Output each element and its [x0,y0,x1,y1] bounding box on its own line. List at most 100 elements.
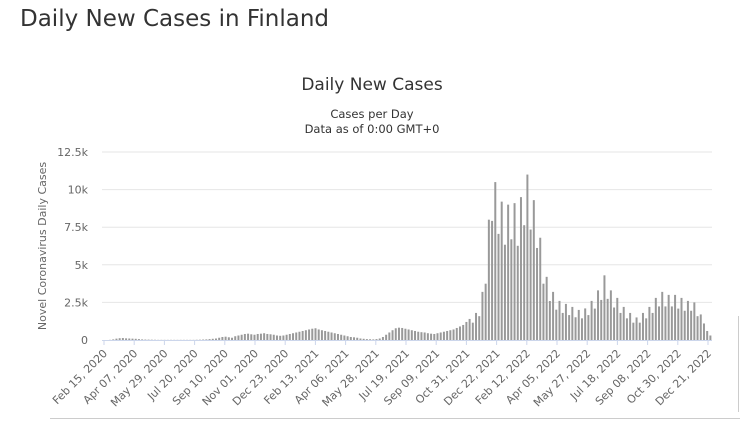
data-bar [121,338,124,340]
data-bar [359,338,362,340]
y-tick-label: 0 [81,334,88,347]
data-bar [314,328,317,340]
data-bar [259,333,262,340]
data-bar [677,308,680,340]
data-bar [410,330,413,340]
data-bar [609,290,612,340]
data-bar [648,306,651,340]
data-bar [227,337,230,340]
data-bar [442,331,445,340]
data-bar [484,283,487,340]
data-bar [587,315,590,340]
data-bar [651,312,654,340]
data-bar [494,182,497,340]
data-bar [279,335,282,340]
data-bar [545,276,548,340]
data-bar [327,331,330,340]
data-bar [430,333,433,340]
data-bar [269,334,272,340]
data-bar [391,330,394,340]
data-bar [433,333,436,340]
data-bar [571,306,574,340]
data-bar [211,338,214,340]
data-bar [654,297,657,340]
data-bar [349,336,352,340]
data-bar [516,245,519,340]
data-bar [555,309,558,340]
data-bar [706,330,709,340]
data-bar [632,322,635,340]
data-bar [529,229,532,340]
data-bar [603,275,606,340]
data-bar [465,321,468,340]
data-bar [452,329,455,340]
data-bar [574,317,577,340]
data-bar [629,312,632,340]
bottom-divider [50,418,740,419]
data-bar [292,333,295,340]
data-bar [137,339,140,340]
data-bar [693,302,696,340]
data-bar [118,338,121,340]
bar-layer [109,174,712,340]
data-bar [275,335,278,340]
data-bar [372,339,375,340]
y-tick-label: 12.5k [57,146,88,159]
data-bar [699,314,702,340]
data-bar [234,336,237,340]
data-bar [131,338,134,340]
data-bar [128,338,131,340]
data-bar [690,310,693,340]
data-bar [667,294,670,340]
data-bar [385,334,388,340]
data-bar [320,330,323,340]
data-bar [600,299,603,340]
data-bar [475,312,478,340]
data-bar [285,334,288,340]
data-bar [593,308,596,340]
data-bar [564,303,567,340]
data-bar [709,335,712,340]
data-bar [532,200,535,340]
data-bar [635,317,638,340]
data-bar [683,310,686,340]
data-bar [141,339,144,340]
data-bar [645,318,648,340]
data-bar [417,331,420,340]
data-bar [500,201,503,340]
data-bar [513,203,516,340]
data-bar [449,330,452,340]
data-bar [394,328,397,340]
data-bar [542,283,545,340]
data-bar [658,306,661,340]
data-bar [282,335,285,340]
data-bar [362,338,365,340]
data-bar [397,327,400,340]
data-bar [208,339,211,340]
data-bar [584,308,587,340]
data-bar [497,233,500,340]
data-bar [346,336,349,340]
data-bar [664,306,667,340]
data-bar [205,339,208,340]
data-bar [616,297,619,340]
chart-subtitle-line1: Cases per Day [330,107,413,121]
data-bar [680,297,683,340]
data-bar [638,322,641,340]
data-bar [561,312,564,340]
data-bar [356,337,359,340]
y-tick-label: 7.5k [64,221,88,234]
data-bar [686,300,689,340]
data-bar [317,329,320,340]
data-bar [381,336,384,340]
data-bar [343,335,346,340]
data-bar [330,332,333,340]
data-bar [674,294,677,340]
data-bar [240,334,243,340]
data-bar [523,225,526,340]
chart-subtitle-line2: Data as of 0:00 GMT+0 [305,122,440,136]
data-bar [388,332,391,340]
data-bar [481,291,484,340]
data-bar [507,204,510,340]
